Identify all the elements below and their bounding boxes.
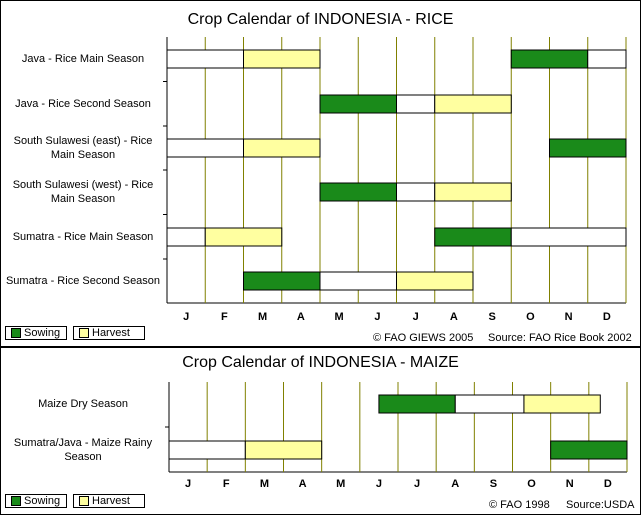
legend-sowing: Sowing <box>5 326 67 340</box>
month-tick-label: A <box>449 311 458 323</box>
segment-harvest <box>396 271 474 291</box>
segment-growing <box>166 138 244 158</box>
sowing-swatch-maize <box>11 496 21 506</box>
segment-sowing <box>434 227 512 247</box>
segment-sowing <box>243 271 321 291</box>
rice-calendar-panel: Crop Calendar of INDONESIA - RICE Java -… <box>0 0 641 347</box>
legend-sowing-maize: Sowing <box>5 494 67 508</box>
maize-legend: Sowing Harvest <box>5 494 145 508</box>
rice-chart-title: Crop Calendar of INDONESIA - RICE <box>187 11 454 28</box>
segment-growing <box>396 182 436 202</box>
legend-sowing-label-maize: Sowing <box>24 495 61 507</box>
month-tick-label: D <box>603 478 612 490</box>
month-tick-label: J <box>185 478 192 490</box>
month-tick-label: M <box>259 478 269 490</box>
month-tick-label: A <box>451 478 460 490</box>
rice-source-right: Source: FAO Rice Book 2002 <box>488 332 632 344</box>
month-tick-label: M <box>336 478 346 490</box>
row-label: Java - Rice Main Season <box>21 53 145 65</box>
month-tick-label: O <box>527 478 536 490</box>
segment-sowing <box>510 49 589 69</box>
month-tick-label: J <box>375 478 382 490</box>
month-tick-label: J <box>374 311 381 323</box>
segment-growing <box>166 49 244 69</box>
month-tick-label: M <box>334 311 344 323</box>
segment-harvest <box>523 394 601 414</box>
row-label: Sumatra - Rice Second Season <box>5 275 161 287</box>
row-label: South Sulawesi (east) - Rice Main Season <box>13 135 153 161</box>
segment-growing <box>166 227 206 247</box>
month-tick-label: F <box>221 311 228 323</box>
maize-source-left: © FAO 1998 <box>489 499 550 511</box>
legend-harvest-label-maize: Harvest <box>92 495 130 507</box>
segment-sowing <box>319 94 397 114</box>
rice-chart-svg <box>163 37 627 304</box>
month-tick-label: N <box>565 478 574 490</box>
segment-harvest <box>434 182 512 202</box>
row-label: Sumatra - Rice Main Season <box>12 231 154 243</box>
rice-legend: Sowing Harvest <box>5 326 145 340</box>
segment-growing <box>319 271 397 291</box>
month-tick-label: N <box>564 311 573 323</box>
segment-growing <box>587 49 627 69</box>
segment-sowing <box>378 394 456 414</box>
legend-harvest-label: Harvest <box>92 327 130 339</box>
month-tick-label: J <box>412 311 419 323</box>
sowing-swatch <box>11 328 21 338</box>
month-tick-label: A <box>296 311 305 323</box>
maize-calendar-panel: Crop Calendar of INDONESIA - MAIZE Maize… <box>0 347 641 515</box>
harvest-swatch-maize <box>79 496 89 506</box>
row-label: Java - Rice Second Season <box>15 98 151 110</box>
legend-sowing-label: Sowing <box>24 327 61 339</box>
maize-chart-svg <box>165 382 628 473</box>
row-label: Maize Dry Season <box>38 398 128 410</box>
month-tick-label: S <box>488 311 496 323</box>
segment-sowing <box>549 138 627 158</box>
row-label: Sumatra/Java - Maize Rainy Season <box>13 437 153 463</box>
legend-harvest: Harvest <box>73 326 145 340</box>
row-label: South Sulawesi (west) - Rice Main Season <box>12 179 154 205</box>
month-tick-label: O <box>526 311 535 323</box>
segment-growing <box>168 440 246 460</box>
segment-harvest <box>243 49 321 69</box>
month-tick-label: M <box>258 311 268 323</box>
segment-growing <box>396 94 436 114</box>
month-tick-label: A <box>298 478 307 490</box>
segment-sowing <box>319 182 397 202</box>
segment-growing <box>510 227 627 247</box>
segment-harvest <box>434 94 512 114</box>
month-tick-label: J <box>414 478 421 490</box>
maize-chart-title: Crop Calendar of INDONESIA - MAIZE <box>182 354 459 371</box>
segment-harvest <box>204 227 283 247</box>
harvest-swatch <box>79 328 89 338</box>
segment-sowing <box>550 440 628 460</box>
segment-harvest <box>243 138 321 158</box>
maize-source-right: Source:USDA <box>566 499 635 511</box>
segment-growing <box>454 394 525 414</box>
legend-harvest-maize: Harvest <box>73 494 145 508</box>
month-tick-label: J <box>183 311 190 323</box>
segment-harvest <box>244 440 323 460</box>
month-tick-label: D <box>602 311 611 323</box>
month-tick-label: F <box>222 478 230 490</box>
rice-source-left: © FAO GIEWS 2005 <box>373 332 474 344</box>
month-tick-label: S <box>489 478 498 490</box>
